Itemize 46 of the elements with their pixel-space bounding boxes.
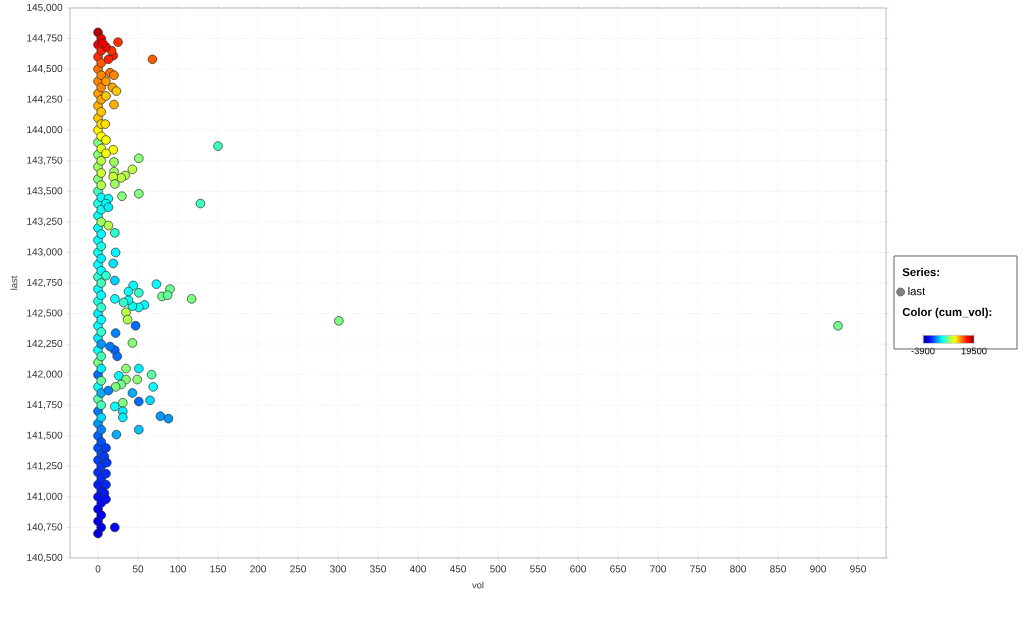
x-tick-label: 800	[730, 565, 746, 573]
y-tick-label: 141,250	[27, 462, 63, 471]
y-tick-label: 141,000	[27, 492, 63, 501]
y-tick-label: 141,750	[27, 401, 63, 410]
x-tick-label: 950	[850, 565, 866, 573]
color-bar-title: Color (cum_vol):	[902, 307, 992, 319]
y-tick-label: 144,500	[27, 64, 63, 74]
x-tick-label: 0	[95, 565, 101, 573]
x-tick-label: 250	[290, 565, 306, 573]
x-tick-label: 900	[810, 565, 826, 573]
y-tick-label: 142,750	[27, 278, 63, 288]
y-axis-title: last	[10, 275, 18, 290]
y-tick-label: 143,500	[27, 187, 63, 196]
x-tick-label: 700	[650, 565, 666, 573]
x-axis-title: vol	[472, 581, 484, 589]
color-bar-label: -3900	[911, 347, 935, 355]
x-tick-label: 150	[210, 565, 226, 573]
x-tick-label: 500	[490, 565, 506, 573]
y-tick-label: 143,750	[27, 156, 63, 165]
x-tick-label: 200	[250, 565, 266, 573]
text: last	[908, 286, 926, 296]
y-tick-label: 140,750	[27, 523, 63, 532]
y-tick-label: 142,500	[27, 309, 63, 318]
y-tick-label: 143,000	[27, 248, 63, 257]
y-tick-label: 144,000	[27, 126, 63, 135]
x-tick-label: 100	[170, 565, 186, 573]
legend-title: Series:	[902, 267, 939, 277]
x-tick-label: 350	[370, 565, 386, 573]
x-tick-label: 300	[330, 565, 346, 573]
y-tick-label: 145,000	[27, 3, 63, 13]
x-tick-label: 750	[690, 565, 706, 573]
x-tick-label: 400	[409, 565, 426, 573]
x-tick-label: 550	[530, 565, 546, 573]
y-tick-label: 142,000	[27, 370, 63, 379]
y-tick-label: 144,250	[27, 95, 63, 104]
y-tick-label: 142,250	[27, 339, 63, 349]
x-tick-label: 600	[570, 565, 586, 573]
x-tick-label: 650	[610, 565, 626, 573]
y-tick-label: 143,250	[27, 217, 63, 227]
y-tick-label: 141,500	[27, 431, 63, 440]
y-tick-label: 144,750	[27, 34, 63, 43]
color-bar-label: 19500	[961, 347, 987, 355]
x-tick-label: 50	[132, 565, 144, 573]
y-tick-label: 140,500	[27, 553, 63, 563]
x-tick-label: 450	[449, 565, 466, 573]
x-tick-label: 850	[770, 565, 786, 573]
